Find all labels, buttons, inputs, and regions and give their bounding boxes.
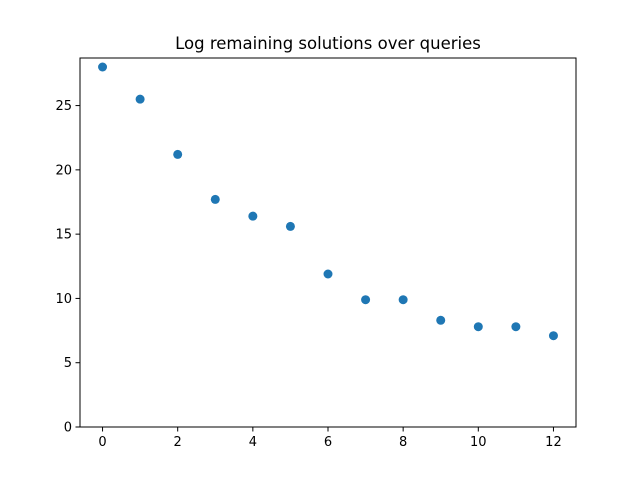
x-tick-label: 6: [324, 435, 332, 450]
y-tick-label: 10: [55, 292, 72, 307]
data-point: [285, 221, 295, 231]
x-tick-label: 2: [174, 435, 182, 450]
x-tick-label: 10: [470, 435, 487, 450]
x-tick-label: 12: [545, 435, 562, 450]
x-tick-label: 8: [399, 435, 407, 450]
data-point: [323, 269, 333, 279]
chart-title: Log remaining solutions over queries: [175, 34, 481, 53]
data-point: [548, 331, 558, 341]
data-point: [436, 315, 446, 325]
y-tick-label: 15: [55, 228, 72, 243]
x-tick-label: 4: [249, 435, 257, 450]
data-point: [98, 62, 108, 72]
data-point: [135, 94, 145, 104]
data-point: [248, 211, 258, 221]
data-point: [173, 149, 183, 159]
data-point: [473, 322, 483, 332]
x-tick-label: 0: [98, 435, 106, 450]
y-tick-label: 0: [64, 421, 72, 436]
y-tick-label: 20: [55, 163, 72, 178]
plot-area: 0 2 4 6 8 10 12 0 5 10 15 20 25: [55, 57, 577, 450]
y-tick-label: 25: [55, 99, 72, 114]
y-tick-label: 5: [64, 356, 72, 371]
data-point: [398, 295, 408, 305]
data-point: [210, 194, 220, 204]
data-point: [361, 295, 371, 305]
data-point: [511, 322, 521, 332]
